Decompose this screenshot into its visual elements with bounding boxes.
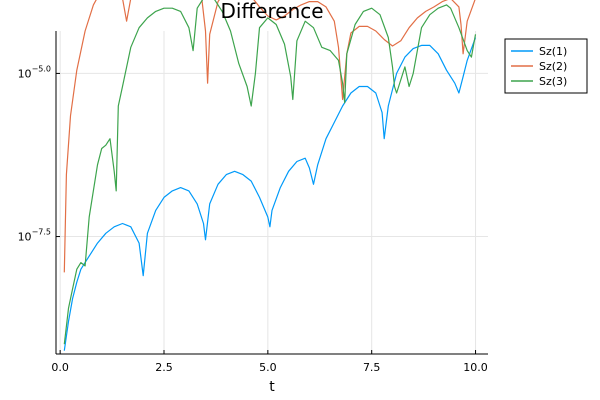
legend: Sz(1) Sz(2) Sz(3) [504, 38, 588, 94]
series-line-2 [63, 0, 476, 273]
y-tick-label: 10−5.0 [18, 64, 51, 80]
series-line-1 [63, 37, 477, 351]
x-tick-label: 0.0 [51, 361, 69, 374]
series-lines [63, 0, 477, 351]
x-tick-label: 10.0 [463, 361, 488, 374]
series-line-3 [63, 0, 477, 345]
legend-label: Sz(2) [539, 60, 567, 73]
x-axis-label: t [269, 379, 275, 395]
y-tick-exponent: −5.0 [32, 64, 51, 73]
x-tick-label: 7.5 [363, 361, 381, 374]
legend-label: Sz(1) [539, 45, 567, 58]
y-ticks: 10−5.010−7.5 [18, 64, 60, 244]
y-tick-label: 10−7.5 [18, 228, 51, 244]
x-ticks: 0.0 2.5 5.0 7.5 10.0 [51, 350, 488, 374]
chart-title: Difference [220, 0, 323, 23]
x-tick-label: 5.0 [259, 361, 277, 374]
x-tick-label: 2.5 [155, 361, 173, 374]
axes [55, 31, 488, 355]
legend-label: Sz(3) [539, 75, 567, 88]
grid [56, 31, 488, 354]
y-tick-base: 10 [18, 67, 32, 80]
y-tick-base: 10 [18, 231, 32, 244]
y-tick-exponent: −7.5 [32, 228, 51, 237]
